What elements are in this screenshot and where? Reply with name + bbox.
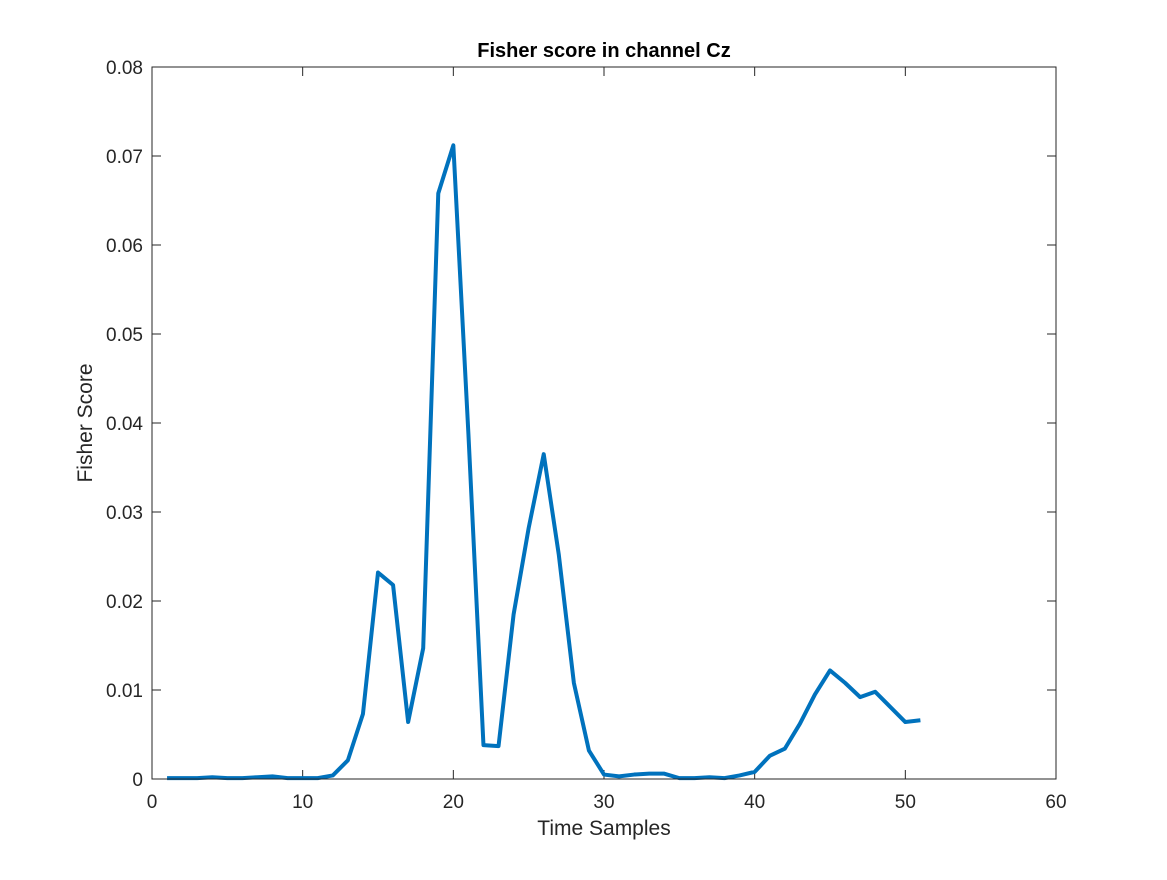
y-tick-label: 0.03 bbox=[106, 503, 143, 524]
x-tick-label: 50 bbox=[895, 792, 916, 813]
y-axis-label: Fisher Score bbox=[74, 363, 97, 482]
x-tick-label: 20 bbox=[443, 792, 464, 813]
y-tick-label: 0.02 bbox=[106, 592, 143, 613]
y-tick-label: 0.07 bbox=[106, 147, 143, 168]
chart-title: Fisher score in channel Cz bbox=[477, 40, 730, 62]
y-tick-label: 0.01 bbox=[106, 681, 143, 702]
y-tick-label: 0.05 bbox=[106, 325, 143, 346]
x-axis-label: Time Samples bbox=[537, 817, 670, 840]
x-tick-label: 30 bbox=[593, 792, 614, 813]
y-tick-label: 0.08 bbox=[106, 58, 143, 79]
x-tick-label: 10 bbox=[292, 792, 313, 813]
y-tick-label: 0.04 bbox=[106, 414, 143, 435]
plot-area bbox=[152, 67, 1056, 779]
x-tick-label: 0 bbox=[147, 792, 158, 813]
x-tick-label: 40 bbox=[744, 792, 765, 813]
y-tick-label: 0.06 bbox=[106, 236, 143, 257]
y-tick-label: 0 bbox=[132, 770, 143, 791]
x-tick-label: 60 bbox=[1045, 792, 1066, 813]
